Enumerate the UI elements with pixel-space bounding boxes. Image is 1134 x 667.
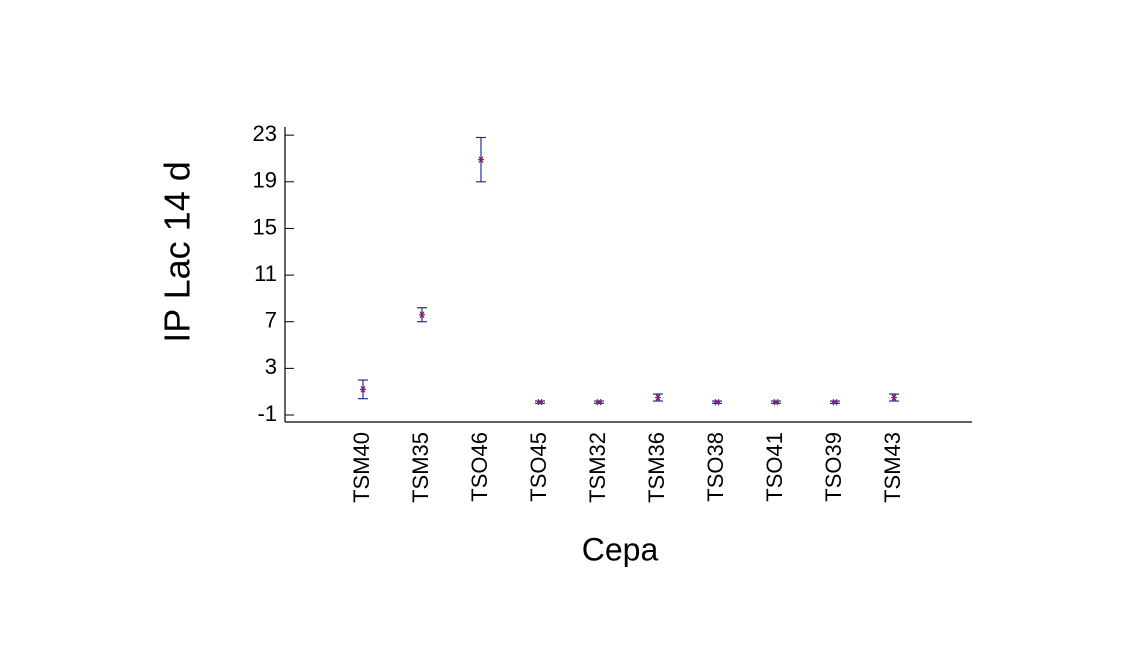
marker-stroke [537, 398, 543, 406]
point-marker [478, 156, 484, 163]
y-tick-label: -1 [257, 401, 277, 426]
point-marker [360, 386, 366, 393]
x-tick-label: TSO46 [467, 432, 492, 502]
y-tick-label: 23 [253, 121, 277, 146]
marker-stroke [419, 311, 425, 319]
y-tick-label: 7 [265, 308, 277, 333]
x-tick-label: TSM32 [585, 432, 610, 503]
point-marker [655, 394, 661, 401]
x-tick-label: TSM35 [408, 432, 433, 503]
x-tick-label: TSM43 [880, 432, 905, 503]
y-tick-label: 11 [254, 261, 277, 286]
x-axis-label: Cepa [582, 531, 659, 567]
point-marker [596, 398, 602, 406]
marker-stroke [478, 156, 484, 163]
x-tick-label: TSO41 [762, 432, 787, 502]
marker-stroke [773, 398, 779, 406]
marker-stroke [360, 386, 366, 393]
x-tick-label: TSM40 [349, 432, 374, 503]
point-marker [773, 398, 779, 406]
x-tick-label: TSM36 [644, 432, 669, 503]
marker-stroke [596, 398, 602, 406]
x-tick-label: TSO45 [526, 432, 551, 502]
marker-stroke [655, 394, 661, 401]
y-tick-label: 15 [253, 214, 277, 239]
x-tick-label: TSO39 [821, 432, 846, 502]
point-marker [891, 394, 897, 401]
marker-stroke [832, 398, 838, 406]
y-axis-label: IP Lac 14 d [157, 161, 198, 342]
y-tick-label: 19 [253, 168, 277, 193]
point-marker [832, 398, 838, 406]
marker-stroke [891, 394, 897, 401]
point-marker [714, 398, 720, 406]
x-tick-label: TSO38 [703, 432, 728, 502]
y-tick-label: 3 [265, 354, 277, 379]
point-marker [419, 311, 425, 319]
marker-stroke [714, 398, 720, 406]
point-marker [537, 398, 543, 406]
